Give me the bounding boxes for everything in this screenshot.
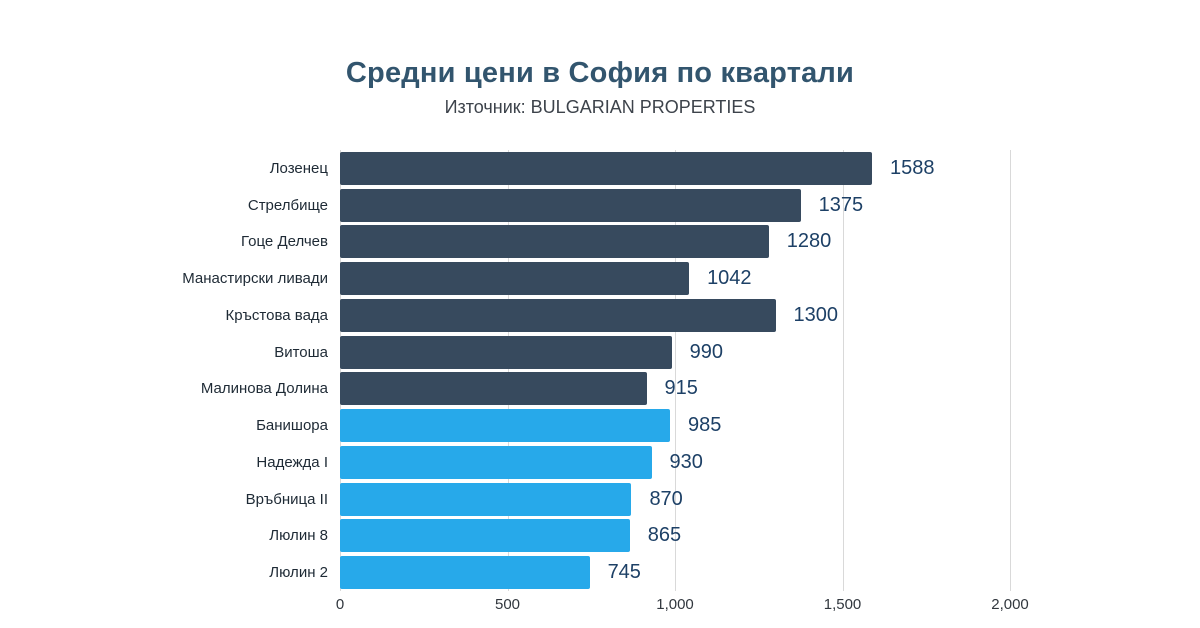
value-label: 865: [647, 524, 682, 547]
bar-track: 930: [340, 445, 1050, 479]
category-label: Манастирски ливади: [182, 270, 328, 288]
x-tick-label: 1,000: [656, 596, 694, 613]
category-label: Малинова Долина: [200, 380, 328, 398]
bar-chart: Лозенец 1588 Стрелбище 1375 Гоце Делчев 1280 М…: [10, 150, 1070, 618]
x-tick-label: 1,500: [823, 596, 862, 613]
bar-row: Кръстова вада 1300: [10, 297, 1070, 334]
chart-subtitle: Източник: BULGARIAN PROPERTIES: [444, 97, 756, 117]
gridline: [507, 150, 509, 591]
bar-rows: Лозенец 1588 Стрелбище 1375 Гоце Делчев 1280 М…: [10, 150, 1070, 591]
bar-track: 1588: [340, 151, 1050, 185]
bar-track: 990: [340, 335, 1050, 369]
category-label: Банишора: [256, 417, 328, 435]
category-label: Люлин 8: [269, 527, 328, 545]
bar-track: 1375: [340, 188, 1050, 222]
value-label: 1588: [889, 156, 935, 179]
bar: [340, 188, 801, 222]
bar: [340, 335, 672, 369]
bar-row: Банишора 985: [10, 407, 1070, 444]
bar-row: Гоце Делчев 1280: [10, 224, 1070, 261]
value-label: 1375: [818, 193, 864, 216]
bar-row: Лозенец 1588: [10, 150, 1070, 187]
value-label: 1300: [793, 303, 839, 326]
value-label: 985: [687, 414, 722, 437]
gridline: [340, 150, 341, 591]
bar-row: Малинова Долина 915: [10, 371, 1070, 408]
bar: [340, 556, 590, 590]
bar-track: 870: [340, 482, 1050, 516]
value-label: 870: [649, 487, 683, 510]
gridline: [842, 150, 844, 591]
category-label: Връбница II: [245, 490, 328, 508]
gridlines: [340, 150, 1011, 591]
bar: [340, 372, 647, 406]
category-label: Гоце Делчев: [241, 233, 328, 251]
x-axis: 0 500 1,000 1,500 2,000: [336, 596, 1029, 618]
category-label: Витоша: [274, 343, 328, 361]
chart-header: Средни цени в София по квартали Източник…: [0, 0, 1200, 118]
category-label: Лозенец: [269, 159, 328, 177]
bar: [340, 519, 630, 553]
value-label: 1280: [786, 230, 832, 253]
value-label: 1042: [707, 267, 752, 290]
bar-track: 865: [340, 519, 1050, 553]
gridline: [675, 150, 676, 591]
bar-row: Стрелбище 1375: [10, 187, 1070, 224]
bar: [340, 482, 632, 516]
gridline: [1010, 150, 1011, 591]
bar-track: 745: [340, 556, 1050, 590]
value-label: 915: [664, 377, 698, 400]
bar-row: Витоша 990: [10, 334, 1070, 371]
bar-row: Връбница II 870: [10, 481, 1070, 518]
x-tick-label: 2,000: [991, 596, 1029, 613]
bar: [340, 298, 776, 332]
chart-title: Средни цени в София по квартали: [345, 57, 855, 89]
bar: [340, 225, 769, 259]
x-tick-label: 500: [494, 596, 521, 613]
bar-track: 915: [340, 372, 1050, 406]
bar-row: Люлин 8 865: [10, 518, 1070, 555]
value-label: 930: [669, 450, 703, 473]
bar: [340, 445, 652, 479]
category-label: Надежда I: [256, 453, 328, 471]
bar-track: 1042: [340, 262, 1050, 296]
bar-row: Манастирски ливади 1042: [10, 260, 1070, 297]
bar-track: 1280: [340, 225, 1050, 259]
value-label: 745: [607, 561, 641, 584]
category-label: Стрелбище: [247, 196, 328, 214]
bar-row: Надежда I 930: [10, 444, 1070, 481]
bar: [340, 409, 670, 443]
bar: [340, 262, 690, 296]
category-label: Кръстова вада: [225, 306, 328, 324]
bar-track: 985: [340, 409, 1050, 443]
value-label: 990: [689, 340, 724, 363]
category-label: Люлин 2: [269, 564, 328, 582]
bar: [340, 151, 872, 185]
bar-track: 1300: [340, 298, 1050, 332]
x-tick-label: 0: [335, 596, 345, 613]
bar-row: Люлин 2 745: [10, 554, 1070, 591]
